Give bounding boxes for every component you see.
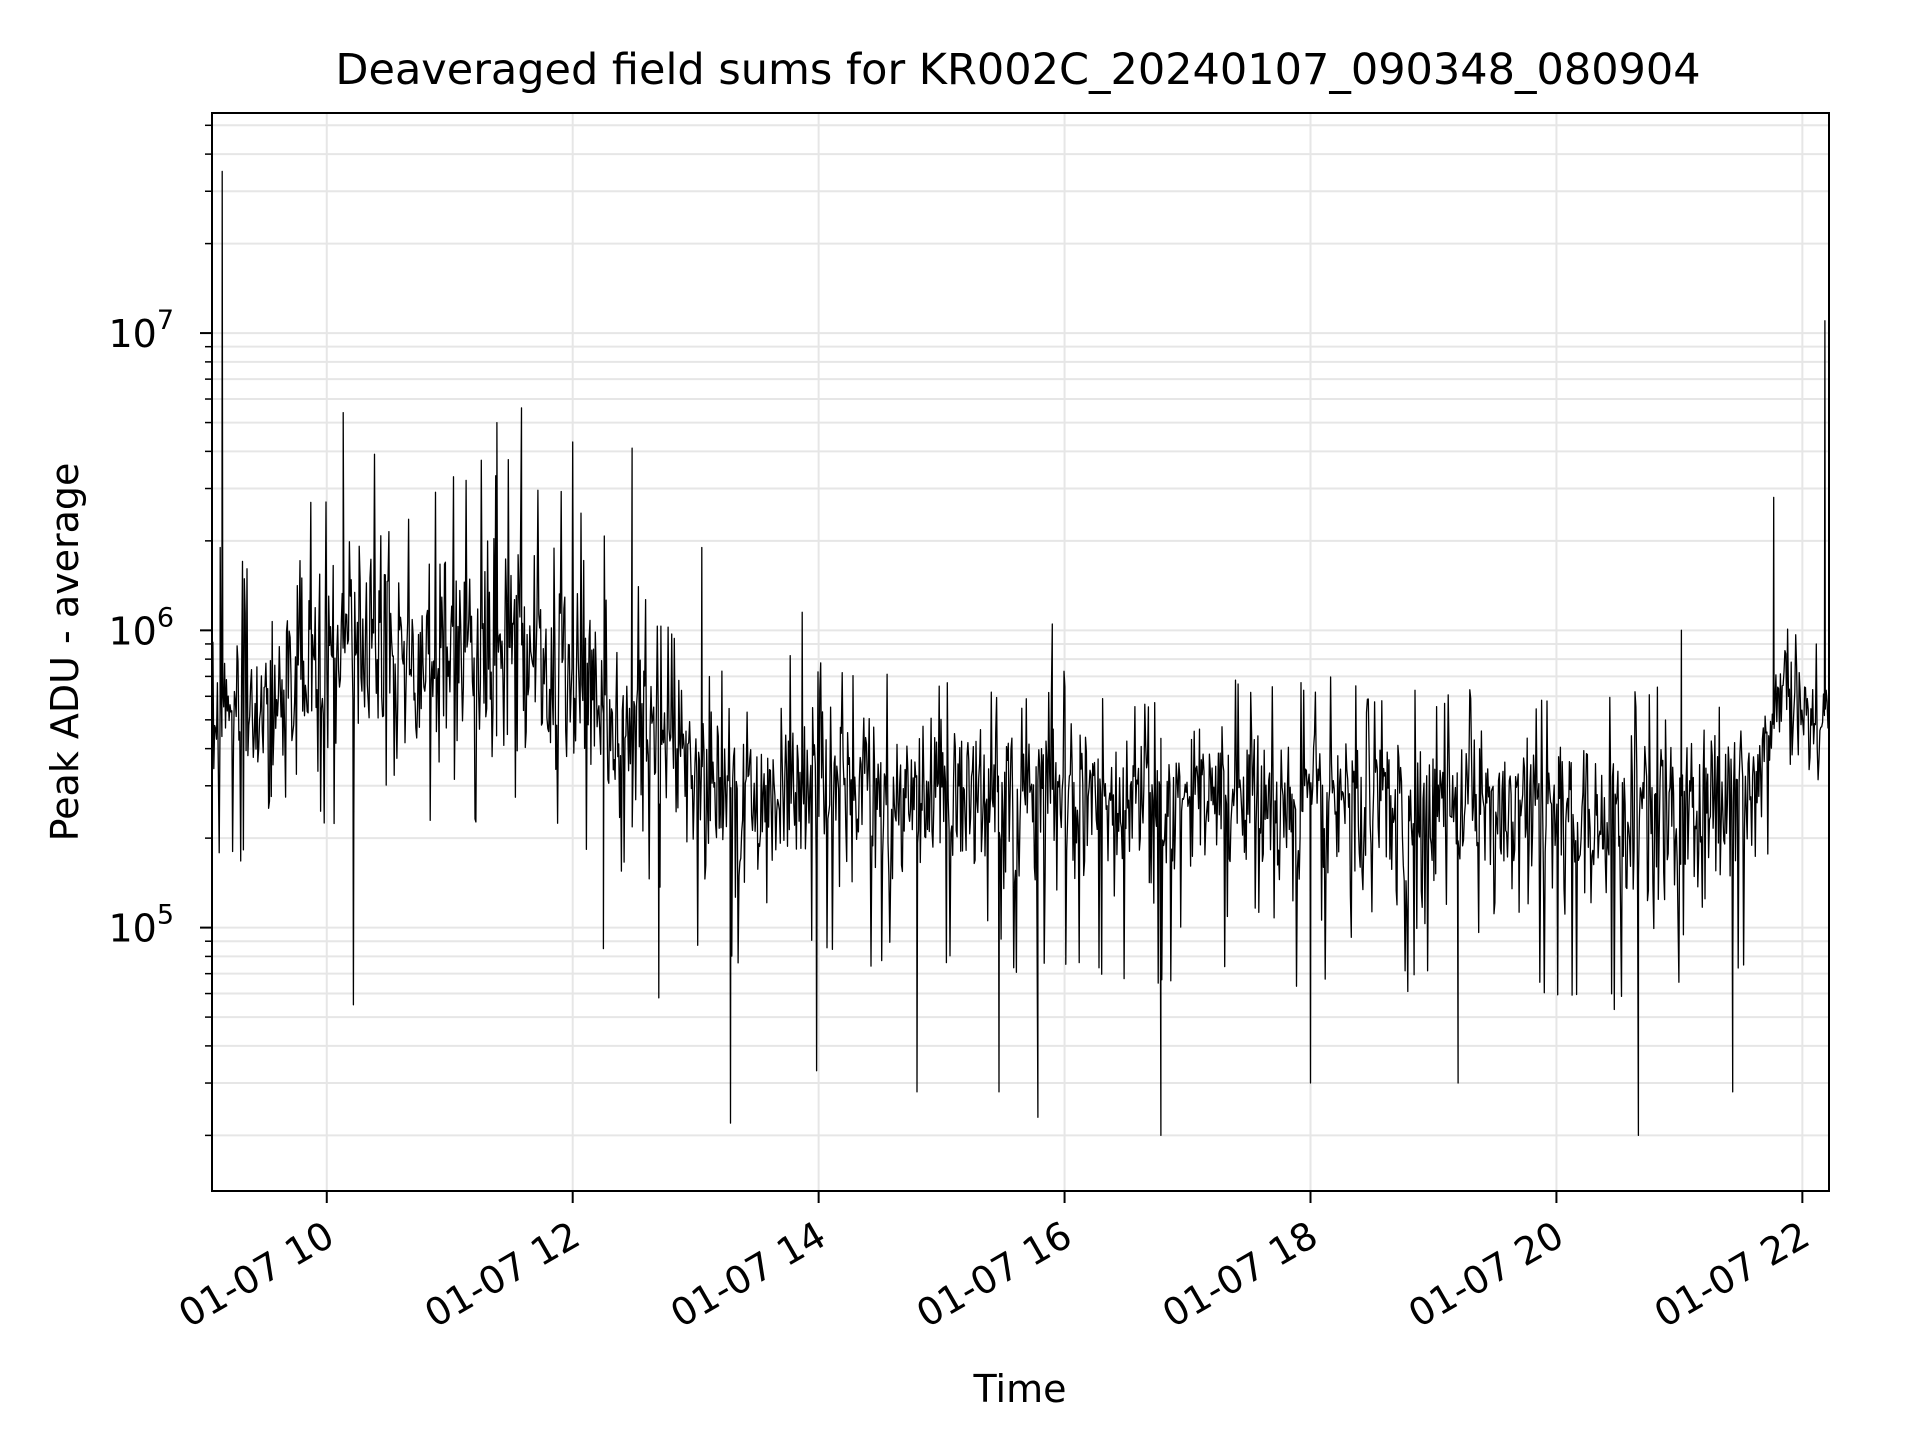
y-tick-label: 106 — [108, 602, 174, 653]
chart-title: Deaveraged field sums for KR002C_2024010… — [335, 45, 1700, 95]
y-axis-label: Peak ADU - average — [43, 463, 87, 842]
y-tick-label: 105 — [108, 900, 174, 951]
x-axis-label: Time — [973, 1367, 1067, 1411]
y-tick-label: 107 — [108, 305, 174, 356]
y-axis: 105 106 107 — [108, 124, 212, 1137]
plot-frame — [211, 112, 1830, 1192]
series-line — [211, 170, 1829, 1137]
series-path — [211, 170, 1829, 1137]
